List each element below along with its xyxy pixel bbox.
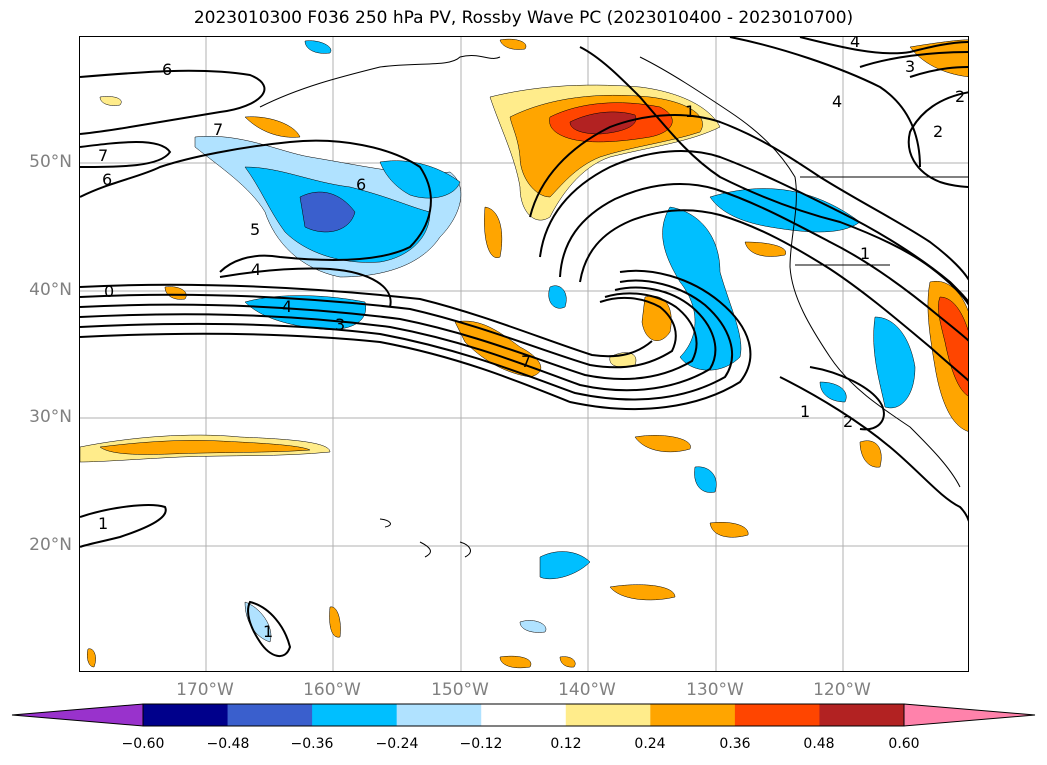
lon-label-140w: 140°W xyxy=(558,680,616,700)
colorbar-tick: 0.24 xyxy=(634,736,666,752)
lon-label-120w: 120°W xyxy=(813,680,871,700)
colorbar-segment xyxy=(565,704,651,726)
colorbar-segment xyxy=(143,704,229,726)
negative-anomalies xyxy=(194,40,916,643)
contour-label: 1 xyxy=(685,102,695,121)
colorbar-segment xyxy=(734,704,820,726)
colorbar-tick: 0.48 xyxy=(803,736,835,752)
colorbar-segment xyxy=(481,704,567,726)
colorbar-segment xyxy=(396,704,482,726)
contour-label: 2 xyxy=(933,122,943,141)
contour-label: 6 xyxy=(102,170,112,189)
contour-label: 3 xyxy=(335,315,345,334)
lat-label-30n: 30°N xyxy=(29,407,72,427)
colorbar-extend-max xyxy=(903,703,1036,727)
coastlines xyxy=(259,55,968,558)
lon-label-130w: 130°W xyxy=(686,680,744,700)
colorbar-extend-min xyxy=(11,703,144,727)
colorbar-segment xyxy=(312,704,398,726)
contour-label: 1 xyxy=(263,622,273,641)
colorbar-segment xyxy=(650,704,736,726)
lat-label-40n: 40°N xyxy=(29,280,72,300)
contour-label: 0 xyxy=(104,282,114,301)
colorbar-tick: 0.36 xyxy=(719,736,751,752)
contour-label: 6 xyxy=(356,175,366,194)
contour-label: 4 xyxy=(251,260,261,279)
contour-label: 2 xyxy=(843,412,853,431)
contour-label: 2 xyxy=(955,87,965,106)
map-title: 2023010300 F036 250 hPa PV, Rossby Wave … xyxy=(193,8,854,28)
contour-label: 4 xyxy=(850,37,860,51)
lon-label-170w: 170°W xyxy=(176,680,234,700)
contour-label: 1 xyxy=(860,244,870,263)
map-panel: 6 7 7 6 6 5 4 4 3 0 1 2 1 7 4 3 2 1 4 1 … xyxy=(79,36,969,672)
contour-label: 1 xyxy=(98,514,108,533)
colorbar-tick: 0.12 xyxy=(550,736,582,752)
contour-label: 6 xyxy=(162,60,172,79)
lat-label-20n: 20°N xyxy=(29,535,72,555)
contour-label: 1 xyxy=(800,402,810,421)
colorbar-tick: −0.36 xyxy=(290,736,334,752)
contour-label: 7 xyxy=(98,146,108,165)
colorbar xyxy=(11,703,1036,727)
colorbar-tick: −0.48 xyxy=(206,736,250,752)
pv-map: 6 7 7 6 6 5 4 4 3 0 1 2 1 7 4 3 2 1 4 1 … xyxy=(80,37,968,671)
contour-labels: 6 7 7 6 6 5 4 4 3 0 1 2 1 7 4 3 2 1 4 1 … xyxy=(98,37,965,641)
lat-label-50n: 50°N xyxy=(29,152,72,172)
colorbar-tick: 0.60 xyxy=(888,736,920,752)
lon-label-160w: 160°W xyxy=(303,680,361,700)
colorbar-tick: −0.60 xyxy=(121,736,165,752)
contour-label: 4 xyxy=(832,92,842,111)
contour-label: 5 xyxy=(250,220,260,239)
contour-label: 7 xyxy=(213,120,223,139)
colorbar-segment xyxy=(227,704,313,726)
pv-contours xyxy=(80,37,968,657)
positive-anomalies xyxy=(80,38,968,669)
colorbar-segment xyxy=(819,704,905,726)
colorbar-tick: −0.12 xyxy=(459,736,503,752)
contour-label: 4 xyxy=(282,297,292,316)
lon-label-150w: 150°W xyxy=(431,680,489,700)
contour-label: 7 xyxy=(521,352,531,371)
colorbar-tick: −0.24 xyxy=(375,736,419,752)
contour-label: 3 xyxy=(905,57,915,76)
